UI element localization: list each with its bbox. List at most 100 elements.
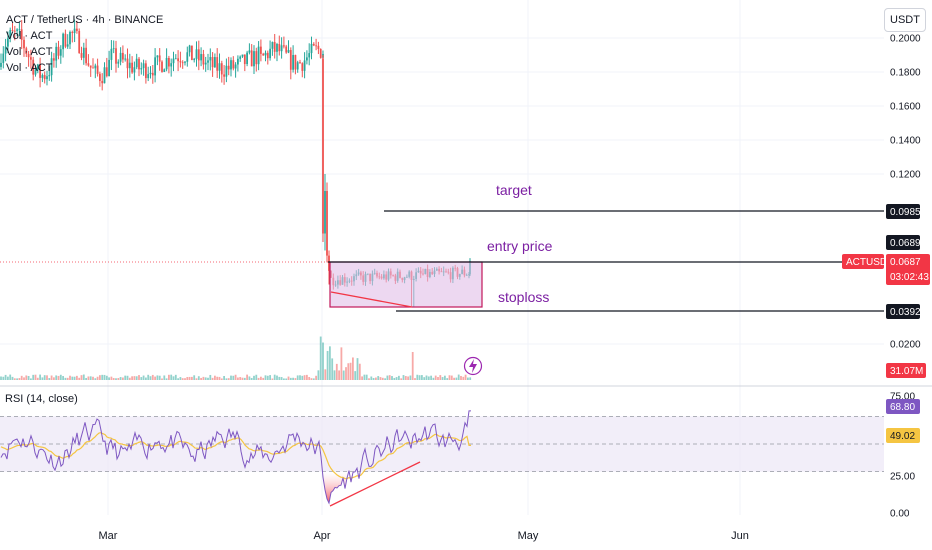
- volume-bar-185: [425, 375, 428, 380]
- candle-body-96: [220, 63, 223, 75]
- stoploss-price-tag-bg[interactable]: [886, 304, 920, 319]
- rsi-ma-line: [0, 432, 471, 480]
- candle-body-115: [264, 52, 267, 56]
- candle-body-65: [149, 72, 152, 75]
- volume-bar-24: [55, 375, 58, 380]
- consolidation-box[interactable]: [329, 261, 483, 308]
- volume-bar-88: [202, 376, 205, 380]
- volume-bar-25: [57, 375, 60, 380]
- volume-bar-26: [59, 374, 62, 380]
- symbol-price-tag-bg[interactable]: [842, 254, 884, 269]
- candle-body-121: [278, 43, 281, 52]
- volume-bar-33: [76, 375, 78, 380]
- candle-body-70: [161, 61, 163, 72]
- volume-bar-159: [365, 374, 368, 380]
- rsi-divergence-line[interactable]: [329, 461, 421, 507]
- volume-bar-101: [232, 375, 235, 380]
- target-price-tag-bg[interactable]: [886, 204, 920, 219]
- volume-bar-50: [115, 378, 117, 380]
- volume-bar-81: [186, 377, 189, 380]
- candle-body-22: [50, 58, 53, 76]
- candle-body-63: [145, 63, 147, 79]
- entry-price-tag-bg[interactable]: [886, 235, 920, 250]
- candle-body-79: [181, 62, 184, 64]
- candle-body-58: [133, 67, 136, 73]
- volume-bar-91: [209, 374, 212, 380]
- volume-bar-69: [158, 375, 161, 380]
- volume-tag-bg[interactable]: [886, 363, 926, 378]
- candle-body-113: [260, 46, 262, 54]
- candle-body-139: [319, 49, 322, 58]
- volume-bar-124: [285, 378, 288, 380]
- candle-body-129: [296, 62, 299, 70]
- volume-bar-134: [308, 377, 311, 380]
- volume-bar-128: [294, 378, 297, 380]
- rsi-ma-value-tag-bg[interactable]: [886, 428, 920, 443]
- volume-bar-61: [140, 377, 143, 380]
- candle-body-93: [214, 57, 216, 68]
- volume-bar-176: [404, 376, 407, 380]
- volume-bar-45: [103, 374, 106, 380]
- candle-body-127: [292, 54, 294, 70]
- volume-bar-117: [269, 375, 271, 380]
- volume-bar-83: [191, 376, 193, 380]
- stoploss-annotation[interactable]: stoploss: [498, 289, 550, 305]
- candle-body-86: [197, 49, 200, 61]
- rsi-legend[interactable]: RSI (14, close): [5, 393, 78, 405]
- volume-bar-198: [455, 377, 458, 380]
- currency-button[interactable]: USDT: [884, 8, 926, 32]
- candle-body-8: [18, 29, 21, 31]
- candle-body-109: [250, 50, 253, 67]
- candle-body-136: [312, 43, 315, 46]
- candle-body-46: [105, 67, 108, 77]
- candle-body-34: [78, 30, 81, 54]
- volume-bar-54: [124, 375, 127, 380]
- volume-bar-44: [101, 374, 104, 380]
- volume-bar-163: [375, 377, 377, 380]
- symbol-title[interactable]: ACT / TetherUS · 4h · BINANCE: [6, 14, 164, 26]
- volume-bar-85: [195, 378, 198, 380]
- target-annotation[interactable]: target: [496, 182, 532, 198]
- volume-bar-73: [168, 374, 170, 380]
- volume-bar-191: [439, 375, 442, 380]
- volume-bar-23: [53, 377, 55, 380]
- last-price-tag-bg[interactable]: [886, 254, 930, 285]
- volume-bar-126: [289, 377, 292, 380]
- candle-body-64: [147, 74, 150, 79]
- volume-bar-147: [338, 370, 340, 380]
- volume-legend-1[interactable]: Vol · ACT: [6, 30, 53, 42]
- volume-bar-137: [315, 375, 317, 380]
- candle-body-2: [4, 46, 7, 54]
- volume-bar-97: [223, 376, 225, 380]
- volume-bar-165: [379, 377, 382, 380]
- volume-bar-51: [117, 378, 120, 380]
- candle-body-78: [179, 61, 182, 63]
- rsi-value-tag-bg[interactable]: [886, 399, 920, 414]
- volume-bar-30: [69, 375, 71, 380]
- volume-bar-64: [147, 374, 150, 380]
- candle-body-142: [324, 191, 326, 234]
- candle-body-49: [112, 48, 115, 50]
- volume-legend-2[interactable]: Vol · ACT: [6, 46, 53, 58]
- support-trend-line[interactable]: [330, 291, 413, 308]
- candle-body-44: [101, 80, 104, 84]
- volume-bar-76: [174, 374, 177, 380]
- volume-bar-157: [361, 376, 363, 380]
- entry-price-annotation[interactable]: entry price: [487, 238, 553, 254]
- candle-body-87: [200, 54, 202, 61]
- volume-legend-3[interactable]: Vol · ACT: [6, 62, 53, 74]
- candle-body-4: [9, 30, 12, 39]
- candle-body-134: [308, 53, 311, 58]
- volume-bar-75: [172, 376, 175, 380]
- candle-body-90: [207, 60, 209, 63]
- volume-bar-170: [391, 376, 393, 380]
- volume-bar-35: [80, 375, 83, 380]
- volume-bar-77: [177, 378, 179, 380]
- candle-body-21: [48, 75, 51, 77]
- volume-bar-179: [411, 352, 414, 380]
- time-axis-label-0: Mar: [99, 530, 118, 542]
- candle-body-32: [73, 28, 76, 34]
- volume-bar-80: [184, 378, 186, 380]
